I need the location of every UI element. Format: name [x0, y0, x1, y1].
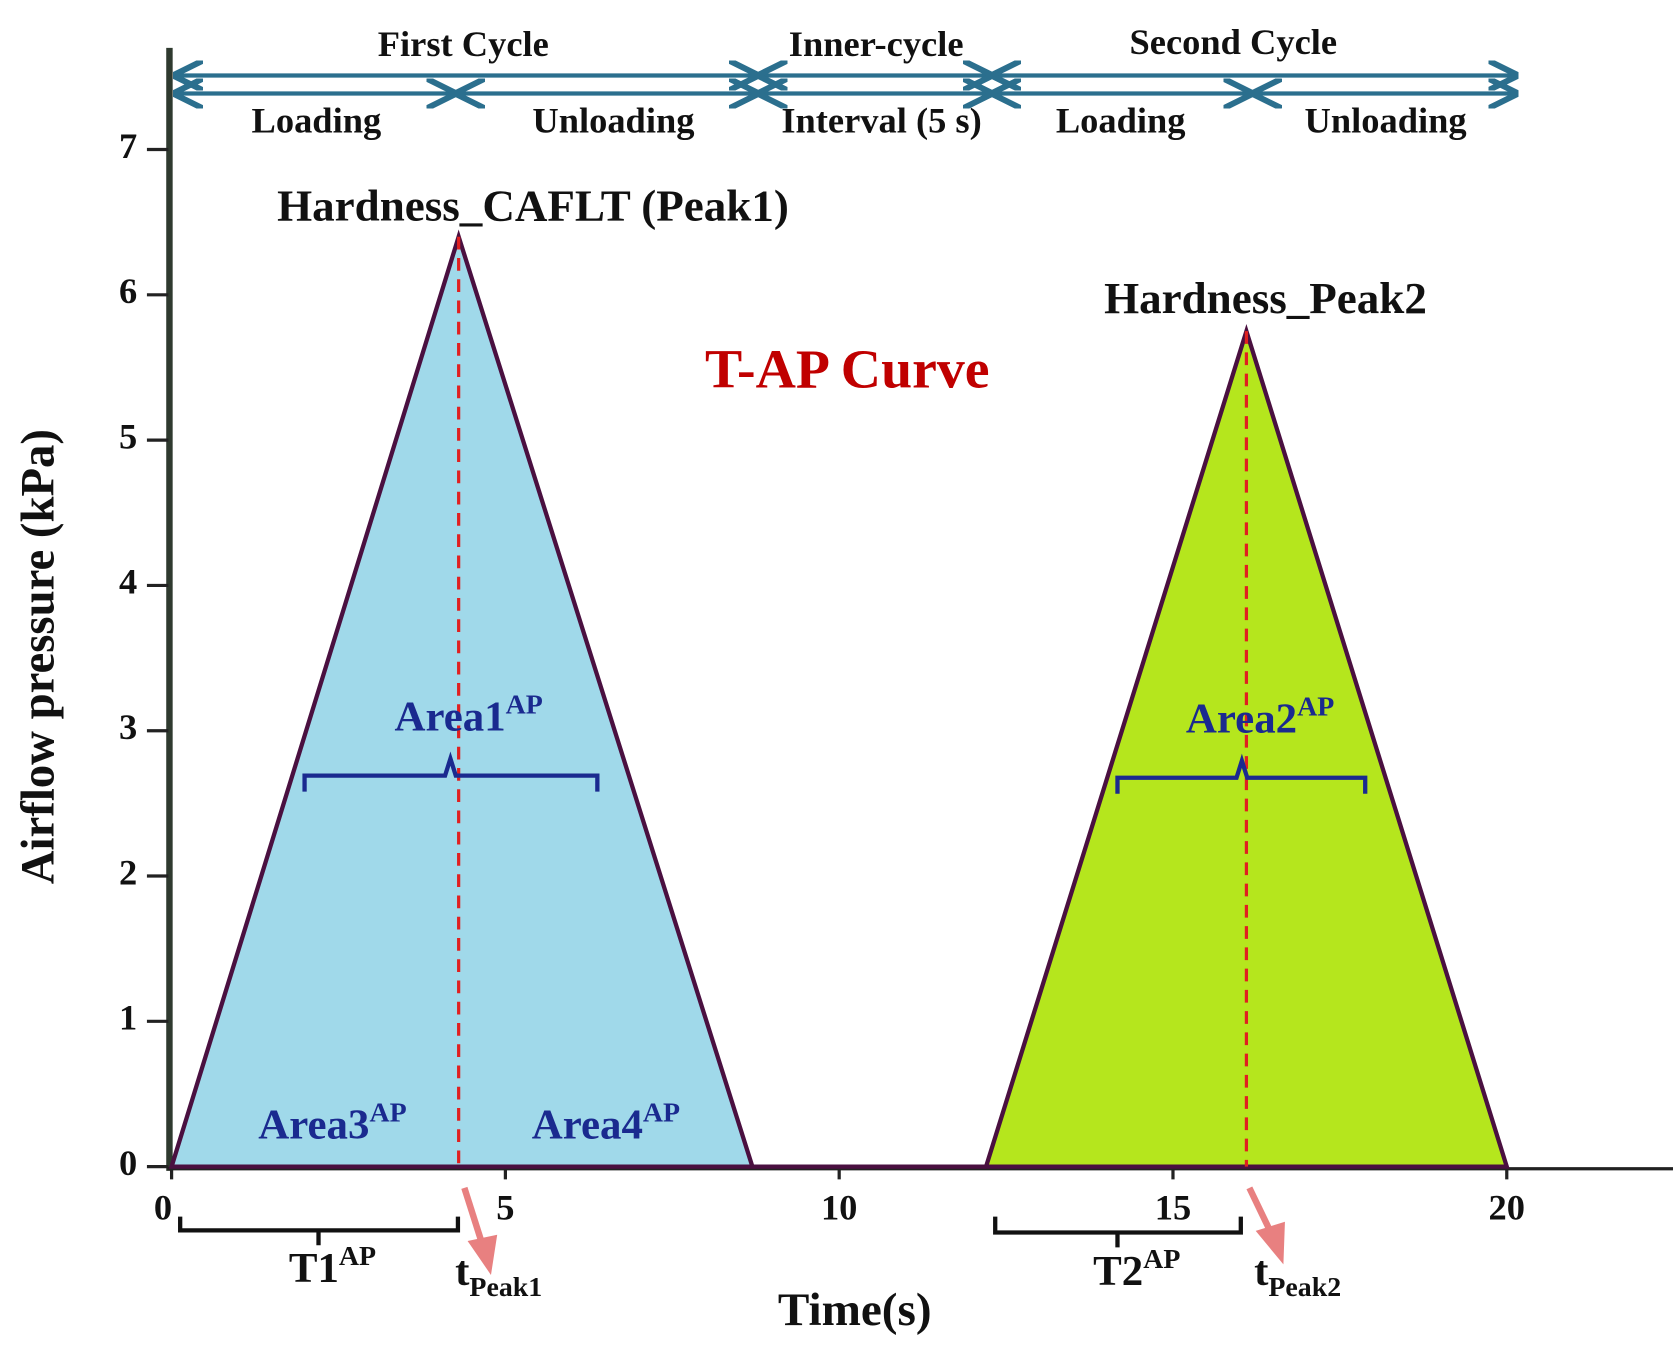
annotation-sup: AP [506, 690, 543, 721]
phase-arrows [176, 75, 1515, 93]
phase-label: First Cycle [378, 24, 549, 64]
y-tick-label: 4 [119, 562, 137, 602]
y-tick-label: 1 [119, 998, 137, 1038]
phase-label: Interval (5 s) [781, 101, 981, 141]
annotation-text: Area2 [1186, 695, 1297, 742]
area [168, 229, 756, 1169]
phase-label: Unloading [1305, 101, 1467, 141]
x-tick-label: 5 [496, 1188, 514, 1228]
annotation: tPeak2 [1254, 1248, 1341, 1303]
bracket [178, 1216, 1243, 1248]
annotation-text: Area4 [532, 1101, 643, 1148]
phase-label: Unloading [532, 101, 694, 141]
y-tick-label: 3 [119, 707, 137, 747]
phase-label: Loading [252, 101, 382, 141]
brace [302, 751, 1368, 794]
annotation-sup: AP [339, 1242, 376, 1273]
annotation-text: Area3 [258, 1101, 369, 1148]
annotation-text: t [455, 1248, 470, 1295]
annotation-sup: AP [1297, 692, 1334, 723]
annotation: T2AP [1093, 1245, 1180, 1295]
y-tick-label: 0 [119, 1143, 137, 1183]
annotation-sup: AP [369, 1098, 406, 1129]
annotation-text: T1 [289, 1245, 339, 1292]
y-tick-label: 2 [119, 852, 137, 892]
plot-area [146, 47, 1673, 1180]
annotation-sup: AP [643, 1098, 680, 1129]
x-tick-label: 10 [821, 1188, 857, 1228]
phase-label: Second Cycle [1130, 22, 1338, 62]
annotation: T1AP [289, 1242, 376, 1292]
y-axis-title: Airflow pressure (kPa) [13, 429, 65, 884]
annotation-text: Area1 [394, 693, 505, 740]
annotation-sup: AP [1143, 1245, 1180, 1276]
annotation: Area4AP [532, 1098, 680, 1148]
x-axis-title: Time(s) [778, 1284, 932, 1336]
annotation-text: t [1254, 1248, 1269, 1295]
annotation: Area2AP [1186, 692, 1334, 742]
annotation-sub: Peak1 [469, 1272, 542, 1303]
phase-label: Inner-cycle [789, 24, 964, 64]
y-tick-label: 7 [119, 126, 137, 166]
x-tick-label: 20 [1489, 1188, 1525, 1228]
y-tick-label: 6 [119, 271, 137, 311]
x-tick-label: 0 [154, 1188, 172, 1228]
curve-label: T-AP Curve [705, 340, 989, 401]
annotation: Area3AP [258, 1098, 406, 1148]
y-tick-label: 5 [119, 417, 137, 457]
annotation-text: T2 [1093, 1248, 1143, 1295]
annotation: Hardness_Peak2 [1104, 273, 1427, 323]
peak-arrow [461, 1186, 1285, 1275]
phase-label: Loading [1056, 101, 1186, 141]
annotation: Area1AP [394, 690, 542, 740]
annotation: tPeak1 [455, 1248, 542, 1303]
x-tick-label: 15 [1155, 1188, 1191, 1228]
annotation: Hardness_CAFLT (Peak1) [277, 181, 789, 231]
annotation-sub: Peak2 [1268, 1272, 1341, 1303]
